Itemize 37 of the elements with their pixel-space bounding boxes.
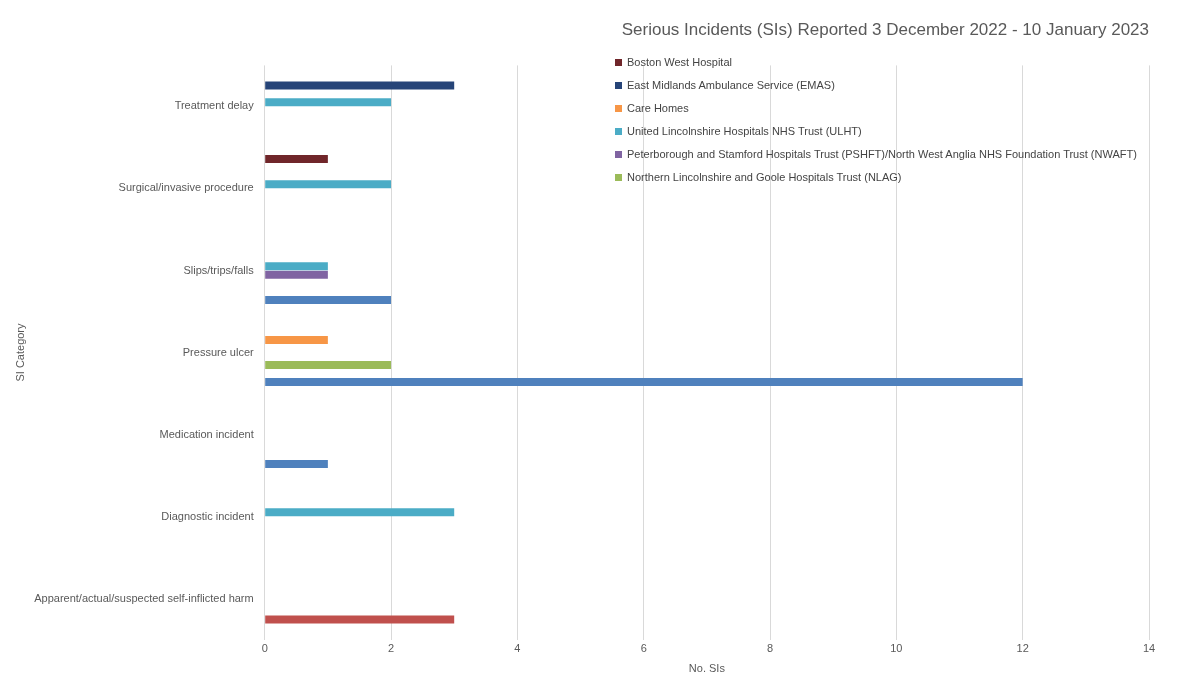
- x-axis-title: No. SIs: [688, 662, 726, 675]
- bar: [265, 361, 392, 370]
- y-tick-label: Diagnostic incident: [161, 509, 254, 522]
- y-tick-label: Pressure ulcer: [182, 345, 255, 358]
- legend-label: Boston West Hospital: [627, 55, 732, 70]
- y-tick-label: Surgical/invasive procedure: [118, 181, 254, 194]
- bar: [265, 155, 328, 164]
- bar: [265, 459, 328, 468]
- x-tick-label: 6: [640, 642, 647, 655]
- bar: [265, 262, 328, 271]
- bar: [265, 98, 392, 107]
- legend-label: United Lincolnshire Hospitals NHS Trust (ULHT): [627, 124, 862, 139]
- bar: [265, 180, 392, 189]
- x-tick-label: 12: [1016, 642, 1029, 655]
- chart-title: Serious Incidents (SIs) Reported 3 December 2022 - 10 January 2023: [621, 19, 1149, 39]
- bar: [265, 295, 392, 304]
- x-tick-label: 10: [890, 642, 903, 655]
- bar: [265, 335, 328, 344]
- x-tick-label: 4: [514, 642, 521, 655]
- bar: [265, 377, 1023, 386]
- y-tick-label: Slips/trips/falls: [183, 263, 255, 276]
- y-tick-label: Treatment delay: [174, 99, 255, 112]
- x-tick-label: 14: [1142, 642, 1156, 655]
- bar: [265, 508, 455, 517]
- legend-label: Peterborough and Stamford Hospitals Trust (PSHFT)/North West Anglia NHS Foundation Trust (NWAFT): [627, 147, 1137, 162]
- x-tick-label: 0: [261, 642, 268, 655]
- x-tick-label: 2: [387, 642, 395, 655]
- bar: [265, 270, 328, 279]
- bar: [265, 81, 455, 90]
- y-tick-label: Medication incident: [159, 427, 254, 440]
- y-tick-label: Apparent/actual/suspected self-inflicted harm: [34, 591, 254, 604]
- bar: [265, 615, 455, 624]
- legend-label: Care Homes: [627, 101, 689, 116]
- y-axis-title: SI Category: [13, 322, 26, 382]
- x-tick-label: 8: [766, 642, 774, 655]
- legend-label: Northern Lincolnshire and Goole Hospitals Trust (NLAG): [627, 170, 902, 185]
- legend-label: East Midlands Ambulance Service (EMAS): [627, 78, 835, 93]
